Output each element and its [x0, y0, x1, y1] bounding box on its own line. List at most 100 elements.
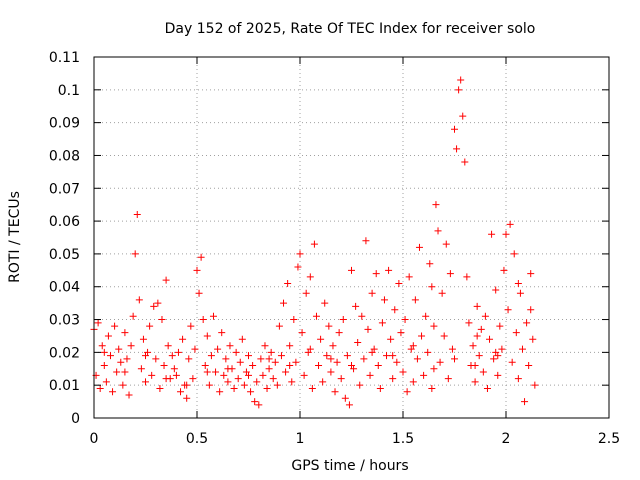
data-point [100, 348, 108, 356]
data-point [385, 266, 393, 274]
data-point [310, 240, 318, 248]
data-point [411, 296, 419, 304]
data-point [516, 289, 524, 297]
data-point [185, 355, 193, 363]
data-point [358, 312, 366, 320]
data-point [323, 352, 331, 360]
y-tick-label: 0 [71, 411, 80, 427]
data-point [488, 230, 496, 238]
data-point [152, 355, 160, 363]
data-point [212, 368, 220, 376]
x-tick-label: 1.5 [392, 431, 414, 447]
data-point [142, 378, 149, 386]
data-point [490, 355, 498, 363]
data-point [214, 345, 222, 353]
data-point [265, 365, 273, 373]
data-point [434, 227, 442, 235]
data-point [265, 355, 273, 363]
data-point [438, 289, 446, 297]
data-point [514, 279, 522, 287]
data-point [125, 391, 133, 399]
data-point [483, 384, 491, 392]
data-point [337, 375, 345, 383]
data-point [271, 358, 279, 366]
data-point [251, 398, 259, 406]
x-tick-label: 1 [296, 431, 305, 447]
data-point [191, 345, 199, 353]
data-point [189, 375, 197, 383]
x-tick-label: 0.5 [186, 431, 208, 447]
x-tick-labels: 0 0.5 1 1.5 2 2.5 [90, 431, 621, 447]
data-point [156, 384, 164, 392]
data-point [224, 365, 232, 373]
data-point [232, 348, 240, 356]
data-point [409, 342, 417, 350]
data-point [475, 352, 483, 360]
data-point [315, 361, 323, 369]
data-point [127, 342, 135, 350]
data-point [111, 322, 119, 330]
y-tick-label: 0.03 [49, 313, 80, 329]
data-point [492, 286, 500, 294]
data-point [453, 145, 461, 153]
data-point [158, 316, 166, 324]
data-point [203, 368, 211, 376]
y-tick-label: 0.1 [58, 83, 80, 99]
data-point [298, 329, 306, 337]
data-point [428, 384, 436, 392]
data-point [413, 355, 421, 363]
data-point [137, 365, 145, 373]
data-point [341, 394, 349, 402]
data-point [451, 125, 458, 133]
data-point [288, 378, 296, 386]
axis-ticks [93, 56, 610, 419]
data-point [106, 352, 114, 360]
data-point [473, 302, 481, 310]
data-point [422, 312, 430, 320]
data-point [284, 279, 292, 287]
data-point [306, 273, 314, 281]
data-point [469, 342, 477, 350]
data-point [164, 342, 172, 350]
data-point [238, 335, 246, 343]
data-point [236, 358, 244, 366]
data-point [216, 388, 224, 396]
data-point [98, 342, 106, 350]
data-point [446, 270, 454, 278]
data-point [473, 332, 481, 340]
data-point [267, 348, 275, 356]
data-point [113, 368, 121, 376]
data-point [376, 384, 384, 392]
data-point [399, 368, 407, 376]
data-point [471, 378, 479, 386]
data-point [245, 371, 252, 379]
data-point [430, 365, 438, 373]
data-point [333, 358, 341, 366]
data-point [492, 348, 500, 356]
data-point [240, 381, 248, 389]
y-tick-label: 0.11 [49, 50, 80, 66]
data-point [348, 361, 355, 369]
data-point [444, 375, 452, 383]
data-point [205, 381, 213, 389]
data-point [275, 322, 283, 330]
data-point [139, 335, 147, 343]
data-point [146, 322, 154, 330]
data-point [263, 384, 271, 392]
data-point [199, 316, 207, 324]
data-point [368, 289, 376, 297]
data-point [527, 306, 535, 314]
data-point [312, 312, 320, 320]
data-point [498, 345, 506, 353]
data-point [245, 352, 252, 360]
data-point [354, 339, 362, 347]
data-point [343, 352, 351, 360]
data-point [471, 361, 479, 369]
data-point [308, 384, 316, 392]
data-point [142, 352, 149, 360]
data-point [269, 375, 277, 383]
y-tick-labels: 0 0.01 0.02 0.03 0.04 0.05 0.06 0.07 0.08 0.09 0.1… [49, 50, 80, 427]
data-point [331, 388, 339, 396]
data-point [123, 355, 131, 363]
